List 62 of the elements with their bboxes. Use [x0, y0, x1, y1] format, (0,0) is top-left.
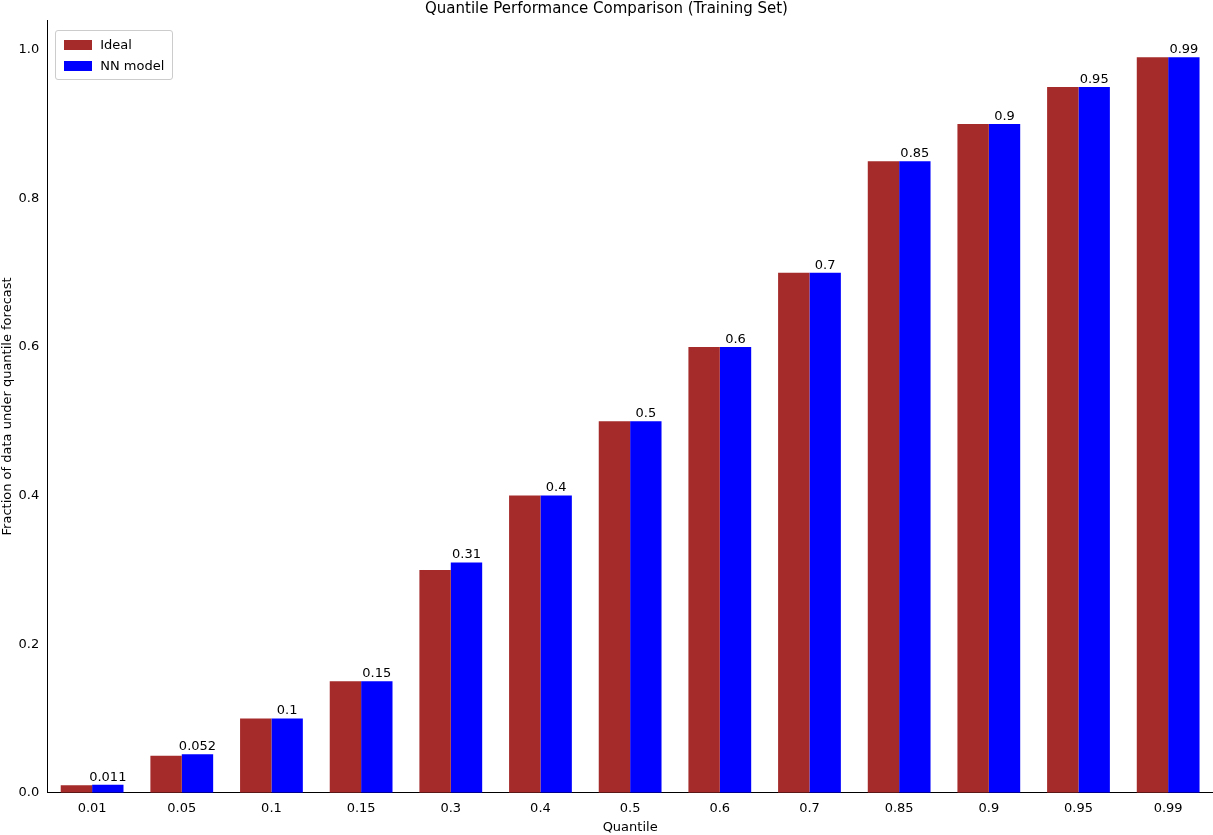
- bar: [867, 161, 900, 793]
- bar: [60, 785, 93, 793]
- bar: [329, 681, 362, 793]
- bar: [988, 124, 1021, 793]
- legend-label: Ideal: [100, 37, 132, 52]
- x-tick-label: 0.6: [709, 799, 731, 815]
- bar: [1047, 86, 1079, 793]
- x-tick-label: 0.95: [1064, 799, 1093, 815]
- data-label: 0.4: [545, 479, 567, 495]
- y-tick-label: 0.6: [18, 338, 40, 354]
- bar: [778, 272, 810, 793]
- bar: [271, 718, 303, 793]
- bar: [598, 421, 631, 793]
- x-tick-label: 0.15: [346, 799, 376, 815]
- y-tick-label: 0.0: [18, 784, 40, 800]
- data-label: 0.99: [1169, 41, 1199, 57]
- bar: [1078, 86, 1110, 793]
- x-tick-label: 0.01: [77, 799, 107, 815]
- y-tick-label: 0.2: [18, 635, 40, 651]
- bar: [719, 346, 752, 793]
- data-label: 0.052: [178, 738, 217, 754]
- data-label: 0.5: [635, 405, 657, 421]
- x-axis-title: Quantile: [602, 818, 658, 834]
- x-tick-label: 0.3: [440, 799, 462, 815]
- x-tick-label: 0.9: [978, 799, 1000, 815]
- y-tick-label: 1.0: [18, 41, 40, 57]
- x-tick-label: 0.1: [261, 799, 282, 815]
- y-axis-title: Fraction of data under quantile forecast: [0, 277, 15, 536]
- bar: [450, 562, 483, 793]
- data-label: 0.9: [994, 107, 1015, 123]
- bar: [688, 346, 720, 793]
- x-tick-label: 0.99: [1153, 799, 1183, 815]
- bar: [419, 569, 451, 793]
- bar: [150, 755, 182, 793]
- chart-title: Quantile Performance Comparison (Training Set): [425, 0, 788, 17]
- x-tick-label: 0.85: [884, 799, 914, 815]
- x-tick-label: 0.7: [799, 799, 820, 815]
- data-label: 0.31: [452, 546, 481, 562]
- y-tick-label: 0.8: [18, 189, 40, 205]
- data-label: 0.85: [900, 145, 930, 161]
- x-tick-label: 0.05: [167, 799, 197, 815]
- data-label: 0.7: [814, 256, 836, 272]
- data-label: 0.95: [1079, 70, 1109, 86]
- y-tick-label: 0.4: [18, 486, 40, 502]
- bar: [957, 124, 989, 793]
- bar: [809, 272, 841, 793]
- bar: [181, 754, 214, 793]
- legend-label: NN model: [100, 58, 165, 73]
- x-tick-label: 0.5: [619, 799, 641, 815]
- bar: [240, 718, 272, 793]
- data-label: 0.6: [725, 330, 746, 346]
- bar: [509, 495, 541, 793]
- bar: [1168, 57, 1200, 793]
- bar: [630, 421, 662, 793]
- bar: [899, 161, 931, 793]
- x-tick-label: 0.4: [530, 799, 551, 815]
- data-label: 0.011: [89, 768, 127, 784]
- data-label: 0.15: [362, 665, 392, 681]
- bar: [361, 681, 393, 793]
- bar: [1136, 57, 1169, 793]
- bar: [540, 495, 572, 793]
- data-label: 0.1: [276, 702, 298, 718]
